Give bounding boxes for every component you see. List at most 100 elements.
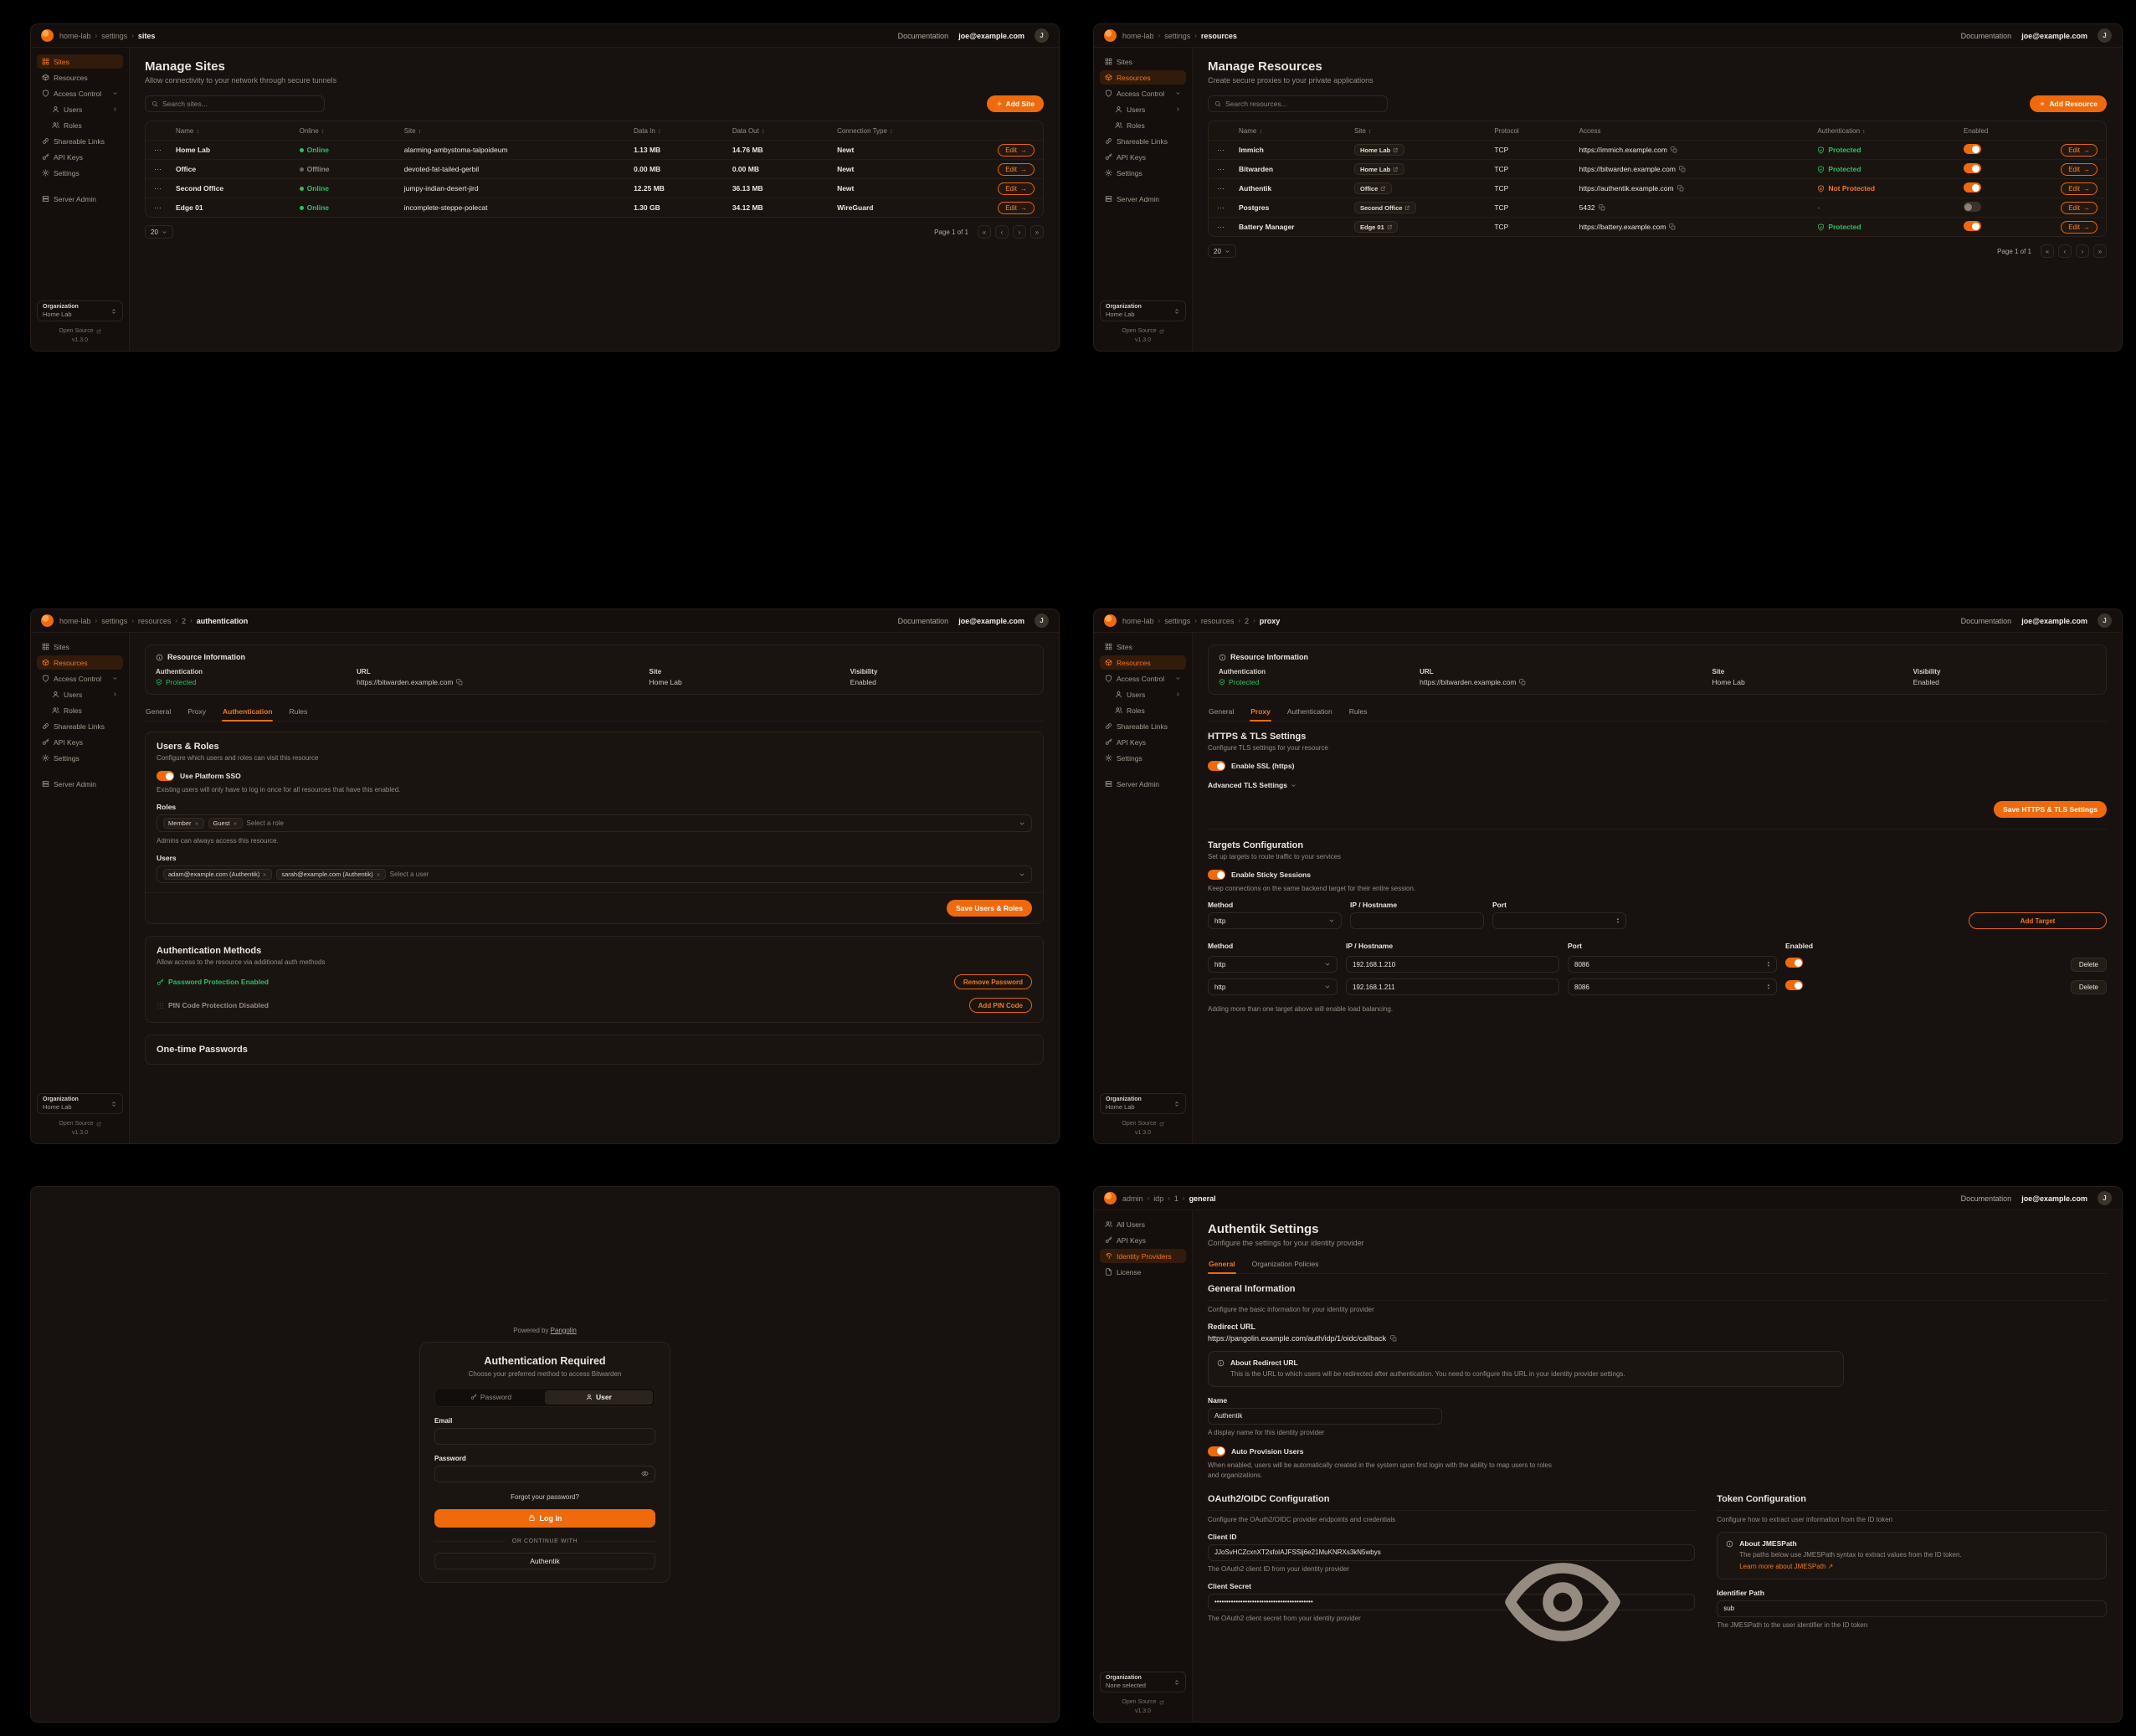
site-link[interactable]: Second Office bbox=[1353, 202, 1416, 213]
close-icon[interactable] bbox=[233, 821, 238, 826]
user-avatar[interactable]: J bbox=[1035, 28, 1049, 43]
sidebar-item-sites[interactable]: Sites bbox=[1100, 54, 1186, 69]
edit-button[interactable]: Edit → bbox=[2061, 220, 2097, 234]
copy-icon[interactable] bbox=[1669, 223, 1676, 230]
col-name[interactable]: Name ↕ bbox=[176, 126, 200, 135]
delete-target-button[interactable]: Delete bbox=[2070, 979, 2107, 994]
col-site[interactable]: Site ↕ bbox=[1353, 126, 1372, 135]
sidebar-item-api-keys[interactable]: API Keys bbox=[1100, 735, 1186, 749]
sidebar-item-resources[interactable]: Resources bbox=[1100, 655, 1186, 670]
add-resource-button[interactable]: Add Resource bbox=[2030, 95, 2107, 112]
open-source-link[interactable]: Open Source bbox=[59, 1121, 100, 1127]
col-connection-type[interactable]: Connection Type ↕ bbox=[837, 126, 893, 135]
row-menu[interactable]: ⋯ bbox=[154, 183, 162, 193]
edit-button[interactable]: Edit → bbox=[998, 162, 1035, 176]
remove-password-button[interactable]: Remove Password bbox=[953, 974, 1032, 989]
prev-page-button[interactable]: ‹ bbox=[995, 225, 1009, 239]
sidebar-item-server-admin[interactable]: Server Admin bbox=[37, 192, 123, 206]
platform-sso-toggle[interactable] bbox=[157, 771, 174, 781]
close-icon[interactable] bbox=[376, 872, 381, 877]
col-data-in[interactable]: Data In ↕ bbox=[634, 126, 661, 135]
copy-icon[interactable] bbox=[1677, 185, 1684, 192]
client-id-input[interactable] bbox=[1208, 1543, 1696, 1561]
first-page-button[interactable]: « bbox=[2041, 244, 2054, 258]
users-multiselect[interactable]: adam@example.com (Authentik) sarah@examp… bbox=[157, 865, 1032, 883]
user-email[interactable]: joe@example.com bbox=[2021, 1194, 2087, 1203]
page-size-select[interactable]: 20 bbox=[1208, 244, 1236, 258]
organization-selector[interactable]: Organization None selected bbox=[1100, 1672, 1186, 1692]
col-site[interactable]: Site ↕ bbox=[403, 126, 422, 135]
next-page-button[interactable]: › bbox=[1013, 225, 1026, 239]
tab-general[interactable]: General bbox=[1208, 1258, 1236, 1274]
email-field[interactable] bbox=[434, 1427, 655, 1445]
tab-password[interactable]: Password bbox=[437, 1390, 545, 1405]
site-link[interactable]: Home Lab bbox=[1353, 144, 1404, 156]
enabled-toggle[interactable] bbox=[1963, 163, 1981, 173]
last-page-button[interactable]: » bbox=[1030, 225, 1044, 239]
edit-button[interactable]: Edit → bbox=[998, 143, 1035, 157]
delete-target-button[interactable]: Delete bbox=[2070, 957, 2107, 972]
user-email[interactable]: joe@example.com bbox=[958, 31, 1024, 40]
copy-icon[interactable] bbox=[456, 679, 463, 686]
row-menu[interactable]: ⋯ bbox=[1217, 145, 1225, 154]
edit-button[interactable]: Edit → bbox=[998, 201, 1035, 214]
role-chip[interactable]: Guest bbox=[208, 818, 243, 829]
sidebar-item-access-control[interactable]: Access Control bbox=[37, 671, 123, 686]
stepper-icon[interactable]: ▲ ▼ bbox=[1767, 960, 1770, 968]
open-source-link[interactable]: Open Source bbox=[1122, 1699, 1163, 1705]
enable-ssl-toggle[interactable] bbox=[1208, 761, 1225, 771]
port-input[interactable]: ▲▼ bbox=[1568, 978, 1777, 995]
roles-multiselect[interactable]: Member Guest Select a role bbox=[157, 814, 1032, 832]
user-email[interactable]: joe@example.com bbox=[958, 616, 1024, 625]
stepper-icon[interactable]: ▲ ▼ bbox=[1767, 983, 1770, 990]
open-source-link[interactable]: Open Source bbox=[1122, 328, 1163, 334]
site-link[interactable]: Office bbox=[1353, 182, 1392, 194]
sidebar-item-settings[interactable]: Settings bbox=[1100, 751, 1186, 765]
row-menu[interactable]: ⋯ bbox=[154, 203, 162, 212]
sidebar-item-license[interactable]: License bbox=[1100, 1265, 1186, 1279]
edit-button[interactable]: Edit → bbox=[2061, 162, 2097, 176]
sidebar-item-roles[interactable]: Roles bbox=[47, 118, 123, 132]
sidebar-item-server-admin[interactable]: Server Admin bbox=[37, 777, 123, 791]
row-menu[interactable]: ⋯ bbox=[154, 164, 162, 173]
sidebar-item-roles[interactable]: Roles bbox=[1110, 703, 1186, 717]
advanced-tls-expander[interactable]: Advanced TLS Settings bbox=[1208, 781, 2107, 789]
edit-button[interactable]: Edit → bbox=[2061, 201, 2097, 214]
sidebar-item-sites[interactable]: Sites bbox=[1100, 639, 1186, 654]
copy-icon[interactable] bbox=[1390, 1335, 1397, 1342]
sidebar-item-identity-providers[interactable]: Identity Providers bbox=[1100, 1249, 1186, 1263]
ip-hostname-input[interactable] bbox=[1350, 912, 1484, 929]
enabled-toggle[interactable] bbox=[1963, 182, 1981, 193]
organization-selector[interactable]: Organization Home Lab bbox=[1100, 1093, 1186, 1114]
tab-rules[interactable]: Rules bbox=[1348, 707, 1368, 716]
sidebar-item-shareable-links[interactable]: Shareable Links bbox=[37, 719, 123, 733]
documentation-link[interactable]: Documentation bbox=[1960, 31, 2012, 40]
site-link[interactable]: Edge 01 bbox=[1353, 221, 1399, 233]
documentation-link[interactable]: Documentation bbox=[897, 616, 949, 625]
method-select[interactable]: http bbox=[1208, 912, 1342, 929]
documentation-link[interactable]: Documentation bbox=[1960, 616, 2012, 625]
sidebar-item-access-control[interactable]: Access Control bbox=[37, 86, 123, 100]
method-select[interactable]: http bbox=[1208, 978, 1338, 995]
search-box[interactable] bbox=[145, 95, 325, 112]
sidebar-item-users[interactable]: Users bbox=[47, 102, 123, 116]
sidebar-item-shareable-links[interactable]: Shareable Links bbox=[1100, 134, 1186, 148]
sidebar-item-users[interactable]: Users bbox=[1110, 102, 1186, 116]
role-chip[interactable]: Member bbox=[163, 818, 204, 829]
tab-proxy[interactable]: Proxy bbox=[187, 707, 206, 716]
col-authentication[interactable]: Authentication ↕ bbox=[1817, 126, 1866, 135]
edit-button[interactable]: Edit → bbox=[998, 182, 1035, 195]
sidebar-item-sites[interactable]: Sites bbox=[37, 54, 123, 69]
sidebar-item-resources[interactable]: Resources bbox=[37, 655, 123, 670]
user-avatar[interactable]: J bbox=[1035, 614, 1049, 628]
sidebar-item-shareable-links[interactable]: Shareable Links bbox=[1100, 719, 1186, 733]
ip-hostname-input[interactable] bbox=[1346, 956, 1559, 973]
tab-authentication[interactable]: Authentication bbox=[221, 706, 274, 722]
copy-icon[interactable] bbox=[1679, 166, 1686, 172]
sidebar-item-users[interactable]: Users bbox=[1110, 687, 1186, 701]
organization-selector[interactable]: Organization Home Lab bbox=[37, 300, 123, 321]
sidebar-item-server-admin[interactable]: Server Admin bbox=[1100, 192, 1186, 206]
col-online[interactable]: Online ↕ bbox=[299, 126, 325, 135]
edit-button[interactable]: Edit → bbox=[2061, 143, 2097, 157]
user-chip[interactable]: sarah@example.com (Authentik) bbox=[276, 869, 386, 880]
